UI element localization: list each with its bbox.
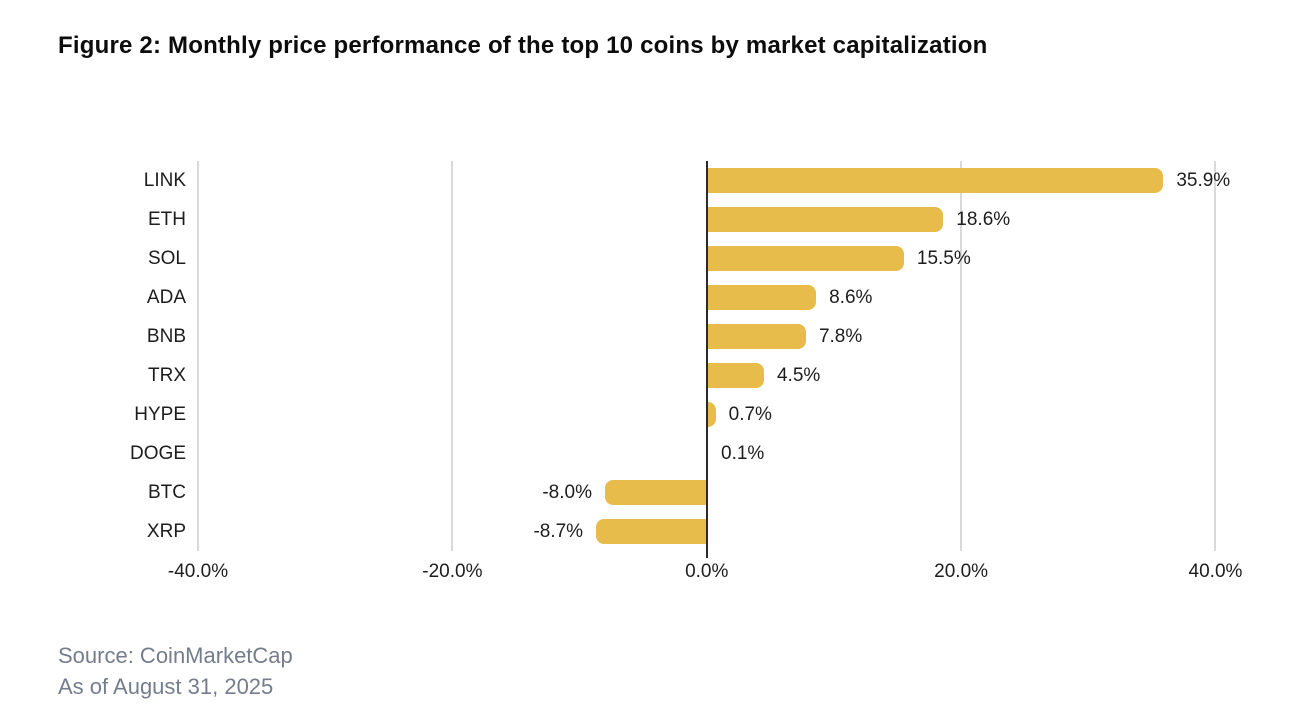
value-label: 0.7% xyxy=(728,404,772,425)
bar xyxy=(596,519,707,544)
x-tick-label: 40.0% xyxy=(1188,561,1243,582)
bar xyxy=(604,480,707,505)
category-label: BNB xyxy=(146,326,186,347)
gridline xyxy=(1214,161,1217,551)
as-of-line: As of August 31, 2025 xyxy=(58,674,274,699)
category-label: SOL xyxy=(147,248,186,269)
category-label: LINK xyxy=(143,170,186,191)
zero-axis-line xyxy=(705,161,708,558)
bar xyxy=(706,285,817,310)
value-label: 15.5% xyxy=(916,248,971,269)
bar xyxy=(706,207,944,232)
source-note: Source: CoinMarketCap As of August 31, 2… xyxy=(58,640,293,702)
bar xyxy=(706,363,764,388)
bar xyxy=(706,402,716,427)
value-label: 7.8% xyxy=(818,326,863,347)
category-label: HYPE xyxy=(134,404,186,425)
bar-chart: LINK 35.9% ETH 18.6% SOL 15.5% ADA 8.6% BNB 7.8% T… xyxy=(0,161,1296,601)
gridline xyxy=(451,161,454,551)
category-label: TRX xyxy=(148,365,186,386)
bar xyxy=(706,168,1164,193)
gridline xyxy=(197,161,199,551)
figure-title: Figure 2: Monthly price performance of t… xyxy=(58,32,988,59)
x-tick-label: -20.0% xyxy=(422,561,483,582)
category-label: BTC xyxy=(148,482,186,503)
category-label: ADA xyxy=(146,287,186,308)
category-label: DOGE xyxy=(130,443,186,464)
value-label: 18.6% xyxy=(956,209,1011,230)
bar xyxy=(706,324,806,349)
value-label: 35.9% xyxy=(1176,170,1231,191)
category-label: ETH xyxy=(148,209,186,230)
x-tick-label: 0.0% xyxy=(685,561,729,582)
value-label: 4.5% xyxy=(776,365,821,386)
value-label: 0.1% xyxy=(721,443,765,464)
x-tick-label: -40.0% xyxy=(167,561,229,582)
source-line: Source: CoinMarketCap xyxy=(58,643,293,668)
category-label: XRP xyxy=(146,521,186,542)
value-label: 8.6% xyxy=(829,287,873,308)
bar xyxy=(706,246,904,271)
value-label: -8.0% xyxy=(542,482,592,503)
value-label: -8.7% xyxy=(533,521,584,542)
gridline xyxy=(960,161,963,551)
x-tick-label: 20.0% xyxy=(934,561,989,582)
